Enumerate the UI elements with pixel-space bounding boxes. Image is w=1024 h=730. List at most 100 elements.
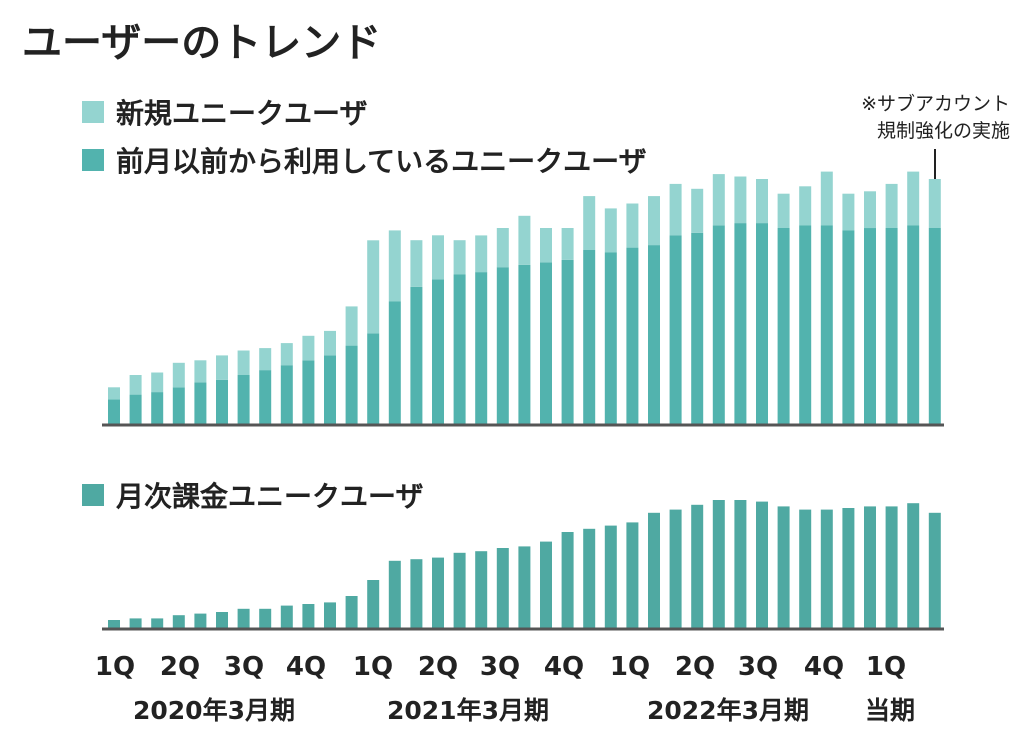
bar-paying-users xyxy=(648,512,660,628)
bar-new-users xyxy=(561,228,574,260)
bar-paying-users xyxy=(237,608,250,628)
fiscal-year-label: 2022年3月期 xyxy=(647,696,809,725)
bar-paying-users xyxy=(583,528,596,628)
bar-existing-users xyxy=(410,286,423,424)
bar-paying-users xyxy=(734,500,747,628)
bar-existing-users xyxy=(669,235,682,424)
bar-paying-users xyxy=(561,532,574,628)
bar-existing-users xyxy=(756,223,768,424)
bar-existing-users xyxy=(561,259,574,425)
bar-new-users xyxy=(388,230,401,302)
bar-new-users xyxy=(410,240,423,287)
bar-new-users xyxy=(583,196,596,250)
bottom-bar-group xyxy=(108,500,941,628)
legend-swatch-new-users xyxy=(82,101,104,123)
bar-existing-users xyxy=(540,262,552,424)
bar-new-users xyxy=(475,235,488,273)
bar-paying-users xyxy=(907,503,920,628)
bar-paying-users xyxy=(669,509,682,628)
bar-existing-users xyxy=(345,345,358,424)
chart-title: ユーザーのトレンド xyxy=(22,20,381,66)
bar-new-users xyxy=(518,215,531,265)
bar-existing-users xyxy=(259,370,272,424)
legend-swatch-existing-users xyxy=(82,149,104,171)
bar-new-users xyxy=(907,171,920,226)
annotation-line-2: 規制強化の実施 xyxy=(877,120,1010,142)
bar-existing-users xyxy=(432,279,444,424)
bar-new-users xyxy=(864,191,876,229)
bar-existing-users xyxy=(820,225,833,424)
bar-existing-users xyxy=(388,301,401,424)
bar-paying-users xyxy=(151,618,164,628)
bar-new-users xyxy=(885,183,898,228)
bar-existing-users xyxy=(907,225,920,424)
bar-paying-users xyxy=(885,506,898,628)
bar-paying-users xyxy=(324,602,336,628)
bar-new-users xyxy=(237,350,250,375)
bar-paying-users xyxy=(367,580,380,628)
bar-new-users xyxy=(777,193,790,228)
bar-new-users xyxy=(691,188,704,233)
bar-new-users xyxy=(756,179,768,224)
bar-paying-users xyxy=(345,596,358,628)
bar-paying-users xyxy=(928,512,941,628)
bar-new-users xyxy=(324,330,336,356)
bar-paying-users xyxy=(302,604,315,628)
x-tick-label: 2Q xyxy=(160,652,200,682)
bar-existing-users xyxy=(108,399,120,424)
x-tick-label-group: 1Q 2Q 3Q 4Q 1Q 2Q 3Q 4Q 1Q 2Q 3Q 4Q 1Q xyxy=(95,652,906,682)
bar-paying-users xyxy=(691,504,704,628)
bar-new-users xyxy=(302,335,315,361)
bar-paying-users xyxy=(129,618,142,628)
bar-existing-users xyxy=(475,272,488,424)
bar-new-users xyxy=(496,228,509,268)
bar-new-users xyxy=(842,193,855,231)
x-tick-label: 3Q xyxy=(480,652,520,682)
bar-paying-users xyxy=(799,509,812,628)
bar-existing-users xyxy=(712,225,725,424)
bar-new-users xyxy=(194,360,207,383)
bar-new-users xyxy=(626,203,639,248)
bar-paying-users xyxy=(280,605,293,628)
bar-paying-users xyxy=(432,557,444,628)
bar-existing-users xyxy=(626,247,639,424)
bar-existing-users xyxy=(734,223,747,424)
fiscal-year-label: 当期 xyxy=(865,696,915,725)
bar-paying-users xyxy=(388,560,401,628)
bar-paying-users xyxy=(453,552,466,628)
fiscal-year-label-group: 2020年3月期 2021年3月期 2022年3月期 当期 xyxy=(133,696,915,725)
bar-new-users xyxy=(604,208,617,253)
bar-paying-users xyxy=(475,551,488,628)
fiscal-year-label: 2020年3月期 xyxy=(133,696,295,725)
bar-existing-users xyxy=(842,230,855,424)
bar-paying-users xyxy=(777,506,790,628)
bar-new-users xyxy=(648,196,660,246)
bar-existing-users xyxy=(604,252,617,424)
bar-new-users xyxy=(540,228,552,263)
legend-label-paying-users: 月次課金ユニークユーザ xyxy=(115,480,423,513)
bar-new-users xyxy=(712,174,725,226)
x-tick-label: 1Q xyxy=(95,652,135,682)
fiscal-year-label: 2021年3月期 xyxy=(387,696,549,725)
bar-paying-users xyxy=(626,522,639,628)
bar-existing-users xyxy=(583,250,596,424)
x-tick-label: 4Q xyxy=(804,652,844,682)
bar-new-users xyxy=(432,235,444,280)
bar-existing-users xyxy=(367,333,380,425)
bar-new-users xyxy=(216,355,228,380)
annotation-line-1: ※サブアカウント xyxy=(861,92,1010,115)
bar-paying-users xyxy=(172,615,185,628)
legend-label-new-users: 新規ユニークユーザ xyxy=(116,97,367,130)
x-tick-label: 3Q xyxy=(738,652,778,682)
bar-paying-users xyxy=(604,525,617,628)
bar-paying-users xyxy=(842,508,855,628)
bar-existing-users xyxy=(691,232,704,424)
x-tick-label: 2Q xyxy=(675,652,715,682)
bar-new-users xyxy=(172,362,185,388)
bar-existing-users xyxy=(237,375,250,424)
bar-new-users xyxy=(453,240,466,275)
bar-new-users xyxy=(367,240,380,334)
bar-existing-users xyxy=(453,274,466,424)
bar-new-users xyxy=(280,343,293,366)
